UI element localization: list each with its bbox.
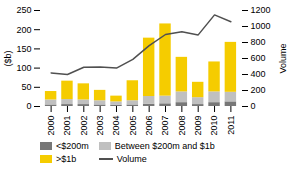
svg-text:0: 0 (251, 101, 256, 111)
svg-text:2007: 2007 (160, 116, 170, 136)
svg-text:2005: 2005 (128, 116, 138, 136)
svg-text:1000: 1000 (251, 21, 271, 31)
svg-text:600: 600 (251, 53, 266, 63)
svg-text:200: 200 (251, 85, 266, 95)
svg-text:2010: 2010 (209, 116, 219, 136)
svg-text:2003: 2003 (95, 116, 105, 136)
svg-text:200: 200 (16, 25, 31, 35)
svg-text:2011: 2011 (226, 116, 236, 135)
svg-text:800: 800 (251, 37, 266, 47)
svg-text:2001: 2001 (62, 116, 72, 136)
svg-text:250: 250 (16, 5, 31, 15)
html-text:Volume: Volume (116, 154, 147, 164)
svg-text:0: 0 (26, 101, 31, 111)
svg-text:2000: 2000 (46, 116, 56, 136)
svg-text:2009: 2009 (193, 116, 203, 136)
svg-text:2008: 2008 (177, 116, 187, 136)
svg-text:Volume: Volume (278, 43, 288, 73)
svg-text:1200: 1200 (251, 5, 271, 15)
html-text:>$1b: >$1b (56, 154, 77, 164)
svg-text:150: 150 (16, 44, 31, 54)
svg-text:2002: 2002 (79, 116, 89, 136)
svg-text:2004: 2004 (111, 116, 121, 136)
html-text:<$200m: <$200m (56, 141, 89, 151)
svg-text:($b): ($b) (3, 50, 13, 66)
svg-text:50: 50 (21, 82, 31, 92)
html-text:Between $200m and $1b: Between $200m and $1b (114, 141, 215, 151)
svg-text:400: 400 (251, 69, 266, 79)
svg-text:100: 100 (16, 63, 31, 73)
svg-text:2006: 2006 (144, 116, 154, 136)
